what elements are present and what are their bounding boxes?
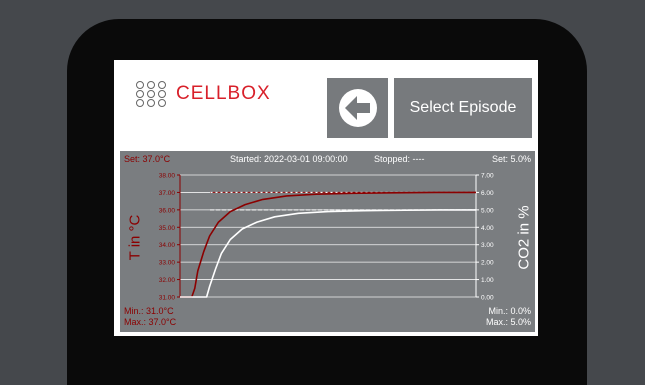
left-tick-label: 37.00	[159, 190, 176, 197]
stopped-status: Stopped: ----	[374, 154, 425, 164]
device-screen: CELLBOX Select Episode Set: 37.0°C Start…	[114, 60, 538, 336]
right-axis-label: CO2 in %	[515, 205, 533, 270]
right-tick-label: 4.00	[481, 225, 494, 232]
right-tick-label: 2.00	[481, 260, 494, 267]
left-tick-label: 35.00	[159, 225, 176, 232]
started-timestamp: Started: 2022-03-01 09:00:00	[230, 154, 348, 164]
right-tick-label: 5.00	[481, 207, 494, 214]
right-tick-label: 6.00	[481, 190, 494, 197]
right-tick-label: 3.00	[481, 242, 494, 249]
max-temperature: Max.: 37.0°C	[124, 317, 177, 327]
temperature-series-line	[180, 191, 476, 298]
min-co2: Min.: 0.0%	[488, 306, 531, 316]
left-tick-label: 31.00	[159, 295, 176, 302]
logo-dots-icon	[136, 81, 168, 107]
left-axis-label: T in °C	[126, 214, 144, 261]
back-button[interactable]	[327, 78, 388, 138]
cellbox-logo: CELLBOX	[136, 76, 271, 112]
right-tick-label: 0.00	[481, 295, 494, 302]
temperature-co2-chart: 31.00 32.00 33.00 34.00 35.00 36.00 37.00 38.00…	[159, 173, 494, 302]
set-co2: Set: 5.0%	[491, 154, 531, 164]
chart-panel: Set: 37.0°C Started: 2022-03-01 09:00:00…	[120, 151, 535, 332]
left-tick-label: 38.00	[159, 173, 176, 180]
left-tick-label: 34.00	[159, 242, 176, 249]
right-tick-label: 7.00	[481, 173, 494, 180]
min-temperature: Min.: 31.0°C	[124, 306, 174, 316]
left-tick-label: 36.00	[159, 207, 176, 214]
logo-text: CELLBOX	[176, 83, 271, 104]
arrow-left-icon	[338, 89, 377, 127]
co2-series-line	[180, 209, 476, 298]
left-tick-label: 32.00	[159, 277, 176, 284]
right-tick-label: 1.00	[481, 277, 494, 284]
select-episode-button[interactable]: Select Episode	[394, 78, 532, 138]
max-co2: Max.: 5.0%	[485, 317, 531, 327]
set-temperature: Set: 37.0°C	[124, 154, 171, 164]
left-tick-label: 33.00	[159, 260, 176, 267]
